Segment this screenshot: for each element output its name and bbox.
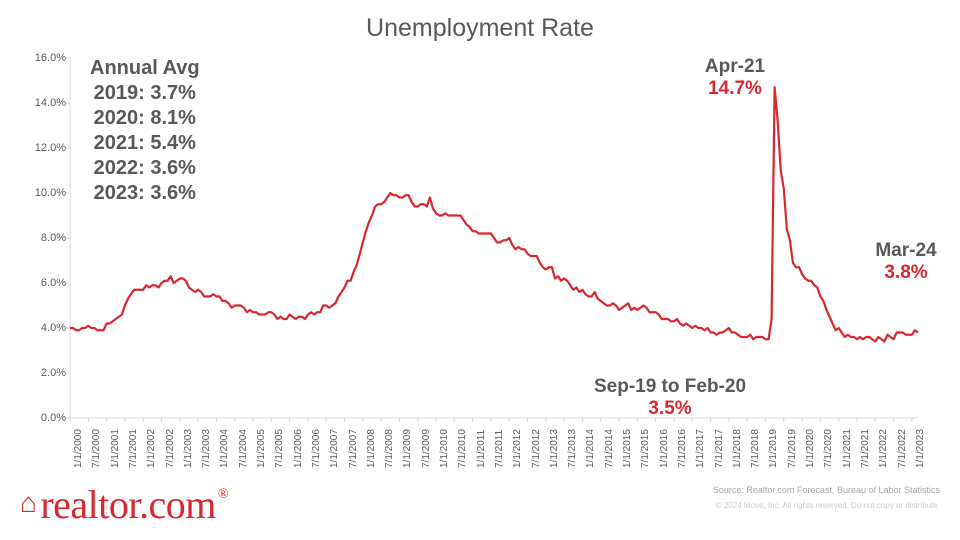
x-tick-label: 1/1/2002 xyxy=(146,429,157,468)
x-tick-label: 1/1/2011 xyxy=(476,430,487,468)
x-tick-label: 7/1/2019 xyxy=(787,429,798,468)
x-tick-label: 1/1/2014 xyxy=(585,429,596,468)
x-tick-label: 7/1/2000 xyxy=(91,429,102,468)
x-tick-label: 7/1/2012 xyxy=(531,429,542,468)
x-tick-label: 7/1/2017 xyxy=(714,429,725,468)
x-tick-label: 1/1/2016 xyxy=(659,429,670,468)
x-tick-label: 1/1/2012 xyxy=(512,429,523,468)
y-tick-label: 0.0% xyxy=(6,412,66,424)
registered-mark: ® xyxy=(218,487,228,502)
x-tick-label: 1/1/2010 xyxy=(439,429,450,468)
x-tick-label: 7/1/2010 xyxy=(457,429,468,468)
annual-avg-box: Annual Avg 2019: 3.7% 2020: 8.1% 2021: 5… xyxy=(90,56,200,206)
x-tick-label: 7/1/2011 xyxy=(494,430,505,468)
y-tick-label: 4.0% xyxy=(6,322,66,334)
y-tick-label: 10.0% xyxy=(6,187,66,199)
x-tick-label: 7/1/2001 xyxy=(128,429,139,468)
x-tick-label: 7/1/2009 xyxy=(421,429,432,468)
x-tick-label: 7/1/2006 xyxy=(311,429,322,468)
annotation-peak-value: 14.7% xyxy=(680,78,790,100)
annual-avg-heading: Annual Avg xyxy=(90,56,200,81)
x-tick-label: 1/1/2022 xyxy=(878,429,889,468)
x-tick-label: 7/1/2022 xyxy=(897,429,908,468)
source-text: Source: Realtor.com Forecast, Bureau of … xyxy=(713,485,940,495)
x-tick-label: 1/1/2018 xyxy=(732,429,743,468)
x-tick-label: 1/1/2004 xyxy=(219,429,230,468)
annotation-latest: Mar-24 3.8% xyxy=(858,240,954,284)
x-tick-label: 1/1/2009 xyxy=(402,429,413,468)
annotation-peak-label: Apr-21 xyxy=(680,56,790,78)
x-tick-label: 1/1/2007 xyxy=(329,429,340,468)
annual-avg-line: 2022: 3.6% xyxy=(90,156,200,181)
annotation-pre-low: Sep-19 to Feb-20 3.5% xyxy=(570,376,770,420)
x-tick-label: 7/1/2020 xyxy=(823,429,834,468)
annual-avg-line: 2019: 3.7% xyxy=(90,81,200,106)
annotation-pre-low-label: Sep-19 to Feb-20 xyxy=(570,376,770,398)
house-icon: ⌂ xyxy=(20,488,36,520)
x-tick-label: 1/1/2023 xyxy=(915,429,926,468)
x-tick-label: 7/1/2021 xyxy=(860,429,871,468)
x-tick-label: 7/1/2018 xyxy=(750,429,761,468)
annual-avg-line: 2021: 5.4% xyxy=(90,131,200,156)
annotation-latest-label: Mar-24 xyxy=(858,240,954,262)
annual-avg-line: 2023: 3.6% xyxy=(90,181,200,206)
x-tick-label: 1/1/2017 xyxy=(695,429,706,468)
x-tick-label: 7/1/2007 xyxy=(348,429,359,468)
chart-title: Unemployment Rate xyxy=(0,14,960,43)
x-tick-label: 7/1/2013 xyxy=(567,429,578,468)
x-tick-label: 1/1/2003 xyxy=(183,429,194,468)
y-tick-label: 2.0% xyxy=(6,367,66,379)
x-tick-label: 7/1/2016 xyxy=(677,429,688,468)
copyright-text: © 2024 Move, Inc. All rights reserved. D… xyxy=(716,501,940,510)
logo-text: realtor.com xyxy=(40,482,216,527)
x-tick-label: 1/1/2013 xyxy=(549,429,560,468)
y-tick-label: 14.0% xyxy=(6,97,66,109)
realtor-logo: ⌂realtor.com® xyxy=(20,481,228,528)
x-tick-label: 1/1/2021 xyxy=(842,429,853,468)
annotation-latest-value: 3.8% xyxy=(858,262,954,284)
x-tick-label: 7/1/2014 xyxy=(604,429,615,468)
x-tick-label: 1/1/2008 xyxy=(366,429,377,468)
x-tick-label: 7/1/2002 xyxy=(165,429,176,468)
x-tick-label: 7/1/2003 xyxy=(201,429,212,468)
annotation-peak: Apr-21 14.7% xyxy=(680,56,790,100)
x-tick-label: 1/1/2015 xyxy=(622,429,633,468)
x-tick-label: 1/1/2000 xyxy=(73,429,84,468)
x-tick-label: 1/1/2005 xyxy=(256,429,267,468)
x-tick-label: 7/1/2015 xyxy=(640,429,651,468)
x-tick-label: 7/1/2004 xyxy=(238,429,249,468)
y-tick-label: 8.0% xyxy=(6,232,66,244)
y-tick-label: 16.0% xyxy=(6,52,66,64)
x-tick-label: 7/1/2005 xyxy=(274,429,285,468)
y-tick-label: 6.0% xyxy=(6,277,66,289)
x-tick-label: 1/1/2019 xyxy=(768,429,779,468)
x-tick-label: 1/1/2006 xyxy=(293,429,304,468)
y-tick-label: 12.0% xyxy=(6,142,66,154)
x-tick-label: 1/1/2001 xyxy=(110,429,121,468)
x-tick-label: 1/1/2020 xyxy=(805,429,816,468)
x-tick-label: 7/1/2008 xyxy=(384,429,395,468)
annual-avg-line: 2020: 8.1% xyxy=(90,106,200,131)
annotation-pre-low-value: 3.5% xyxy=(570,398,770,420)
